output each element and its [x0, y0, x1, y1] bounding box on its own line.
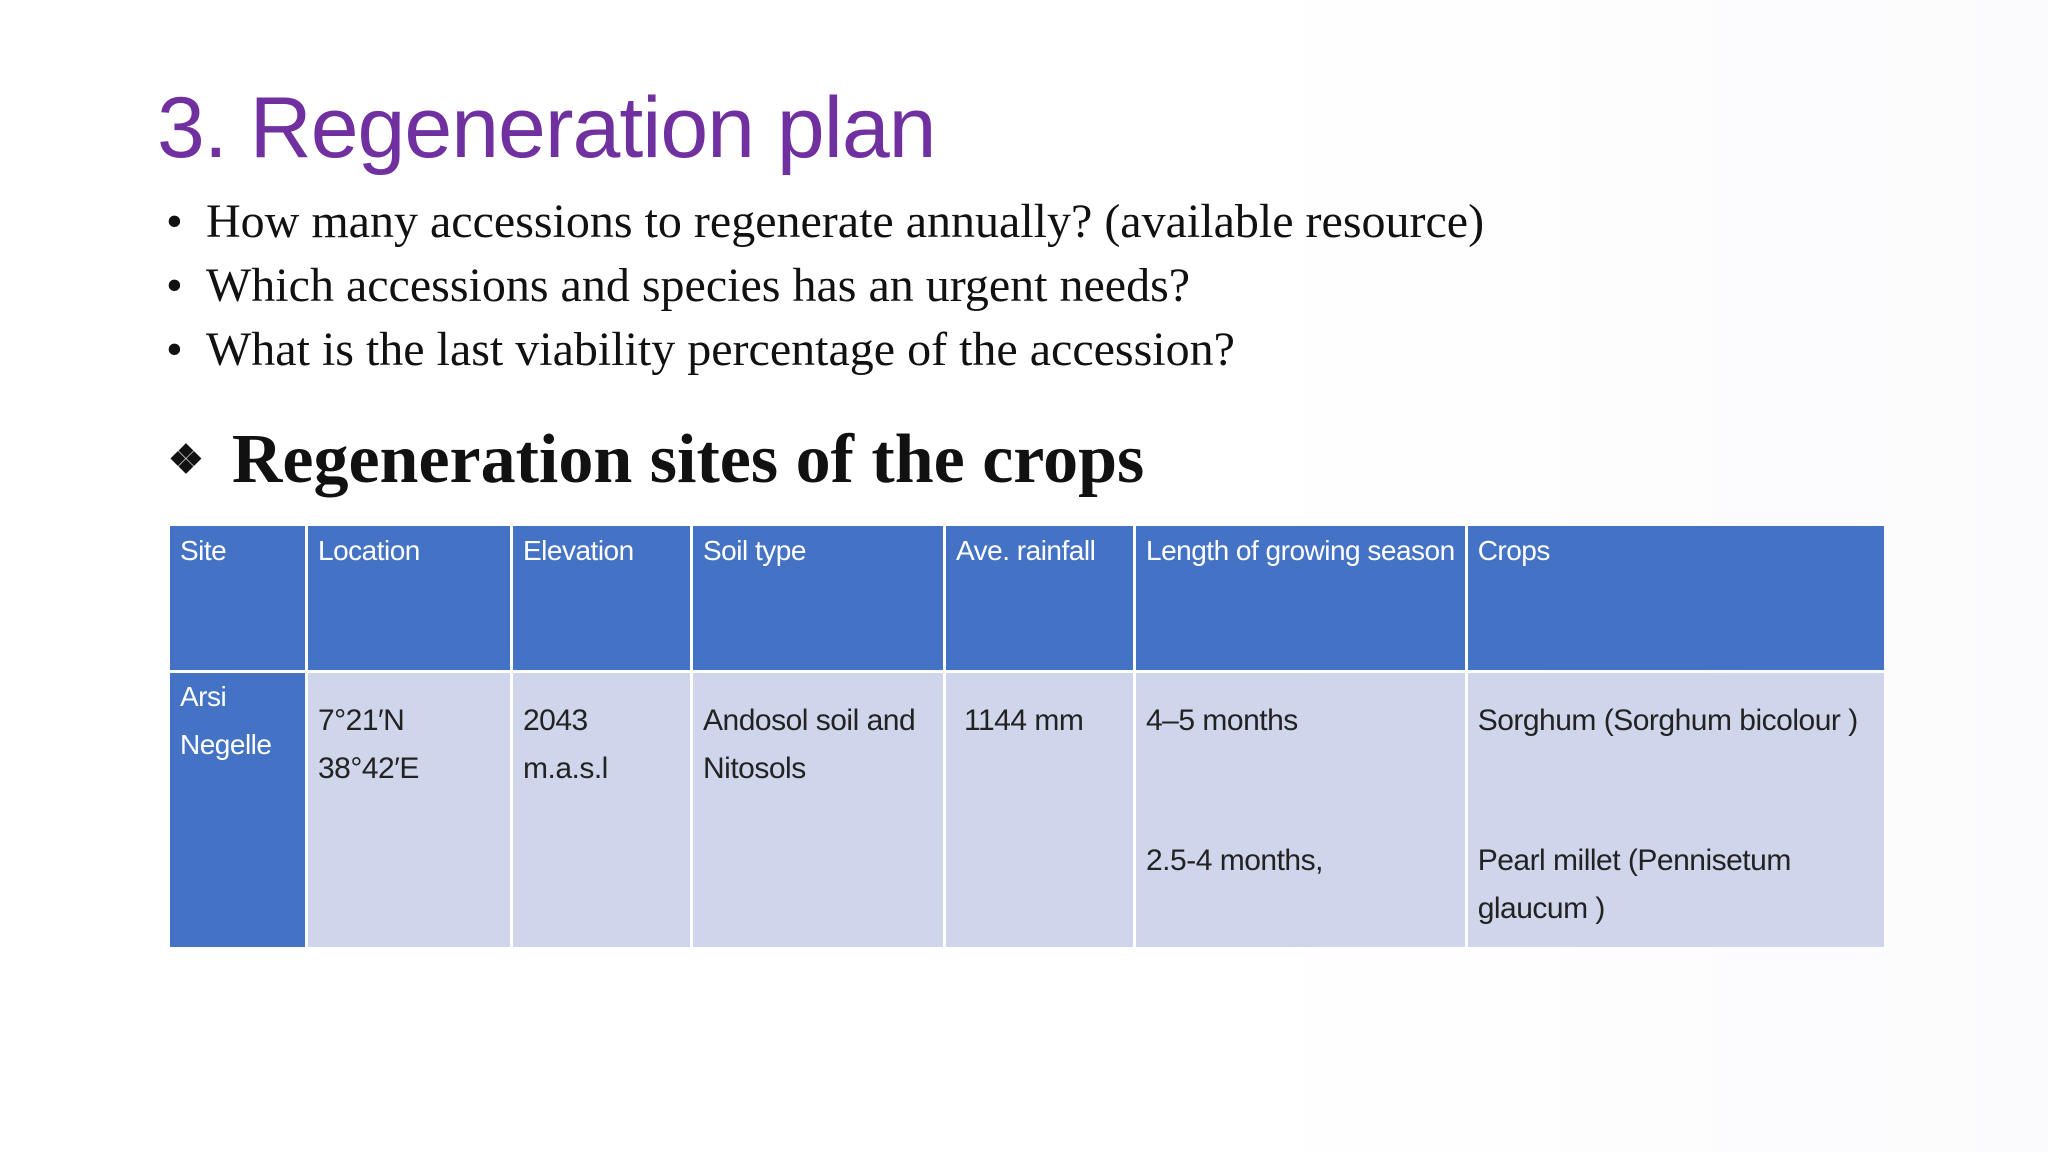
question-text: What is the last viability percentage of… — [206, 323, 1235, 376]
cell-growing-season: 4–5 months 2.5-4 months, — [1136, 673, 1465, 947]
bullet-dot-icon: • — [166, 259, 183, 312]
season-value: 2.5-4 months, — [1146, 844, 1323, 877]
header-elevation: Elevation — [513, 526, 690, 670]
header-growing-season: Length of growing season — [1136, 526, 1465, 670]
header-site: Site — [170, 526, 305, 670]
table-header-row: Site Location Elevation Soil type Ave. r… — [170, 526, 1884, 670]
question-list: • How many accessions to regenerate annu… — [162, 190, 1484, 382]
soil-line: Andosol soil and — [703, 704, 916, 737]
header-rainfall: Ave. rainfall — [946, 526, 1133, 670]
table-row: Arsi Negelle 7°21′N 38°42′E 2043 m.a.s.l… — [170, 673, 1884, 947]
diamond-bullet-icon: ❖ — [168, 436, 204, 482]
regeneration-sites-table: Site Location Elevation Soil type Ave. r… — [167, 523, 1887, 950]
header-crops: Crops — [1467, 526, 1884, 670]
question-text: How many accessions to regenerate annual… — [206, 195, 1485, 248]
site-line: Negelle — [180, 729, 272, 760]
crop-value: Sorghum (Sorghum bicolour ) — [1477, 704, 1859, 737]
crop-value: Pearl millet (Pennisetum glaucum ) — [1477, 844, 1792, 925]
cell-crops: Sorghum (Sorghum bicolour ) Pearl millet… — [1467, 673, 1884, 947]
bullet-dot-icon: • — [166, 195, 183, 248]
question-item: • Which accessions and species has an ur… — [162, 254, 1484, 318]
question-text: Which accessions and species has an urge… — [206, 259, 1191, 312]
slide-title: 3. Regeneration plan — [157, 80, 936, 176]
season-value: 4–5 months — [1146, 704, 1298, 737]
bullet-dot-icon: • — [166, 323, 183, 376]
cell-soil-type: Andosol soil and Nitosols — [693, 673, 943, 947]
cell-rainfall: 1144 mm — [946, 673, 1133, 947]
site-line: Arsi — [180, 681, 227, 712]
rainfall-value: 1144 mm — [964, 704, 1084, 737]
question-item: • How many accessions to regenerate annu… — [162, 190, 1484, 254]
section-heading-text: Regeneration sites of the crops — [231, 421, 1145, 498]
section-heading: ❖ Regeneration sites of the crops — [168, 415, 1144, 511]
location-value: 7°21′N 38°42′E — [318, 704, 419, 785]
cell-site: Arsi Negelle — [170, 673, 305, 947]
cell-elevation: 2043 m.a.s.l — [513, 673, 690, 947]
header-soil-type: Soil type — [693, 526, 943, 670]
soil-line: Nitosols — [703, 752, 806, 785]
header-location: Location — [308, 526, 510, 670]
question-item: • What is the last viability percentage … — [162, 318, 1484, 382]
elevation-value: 2043 m.a.s.l — [523, 704, 608, 785]
cell-location: 7°21′N 38°42′E — [308, 673, 510, 947]
